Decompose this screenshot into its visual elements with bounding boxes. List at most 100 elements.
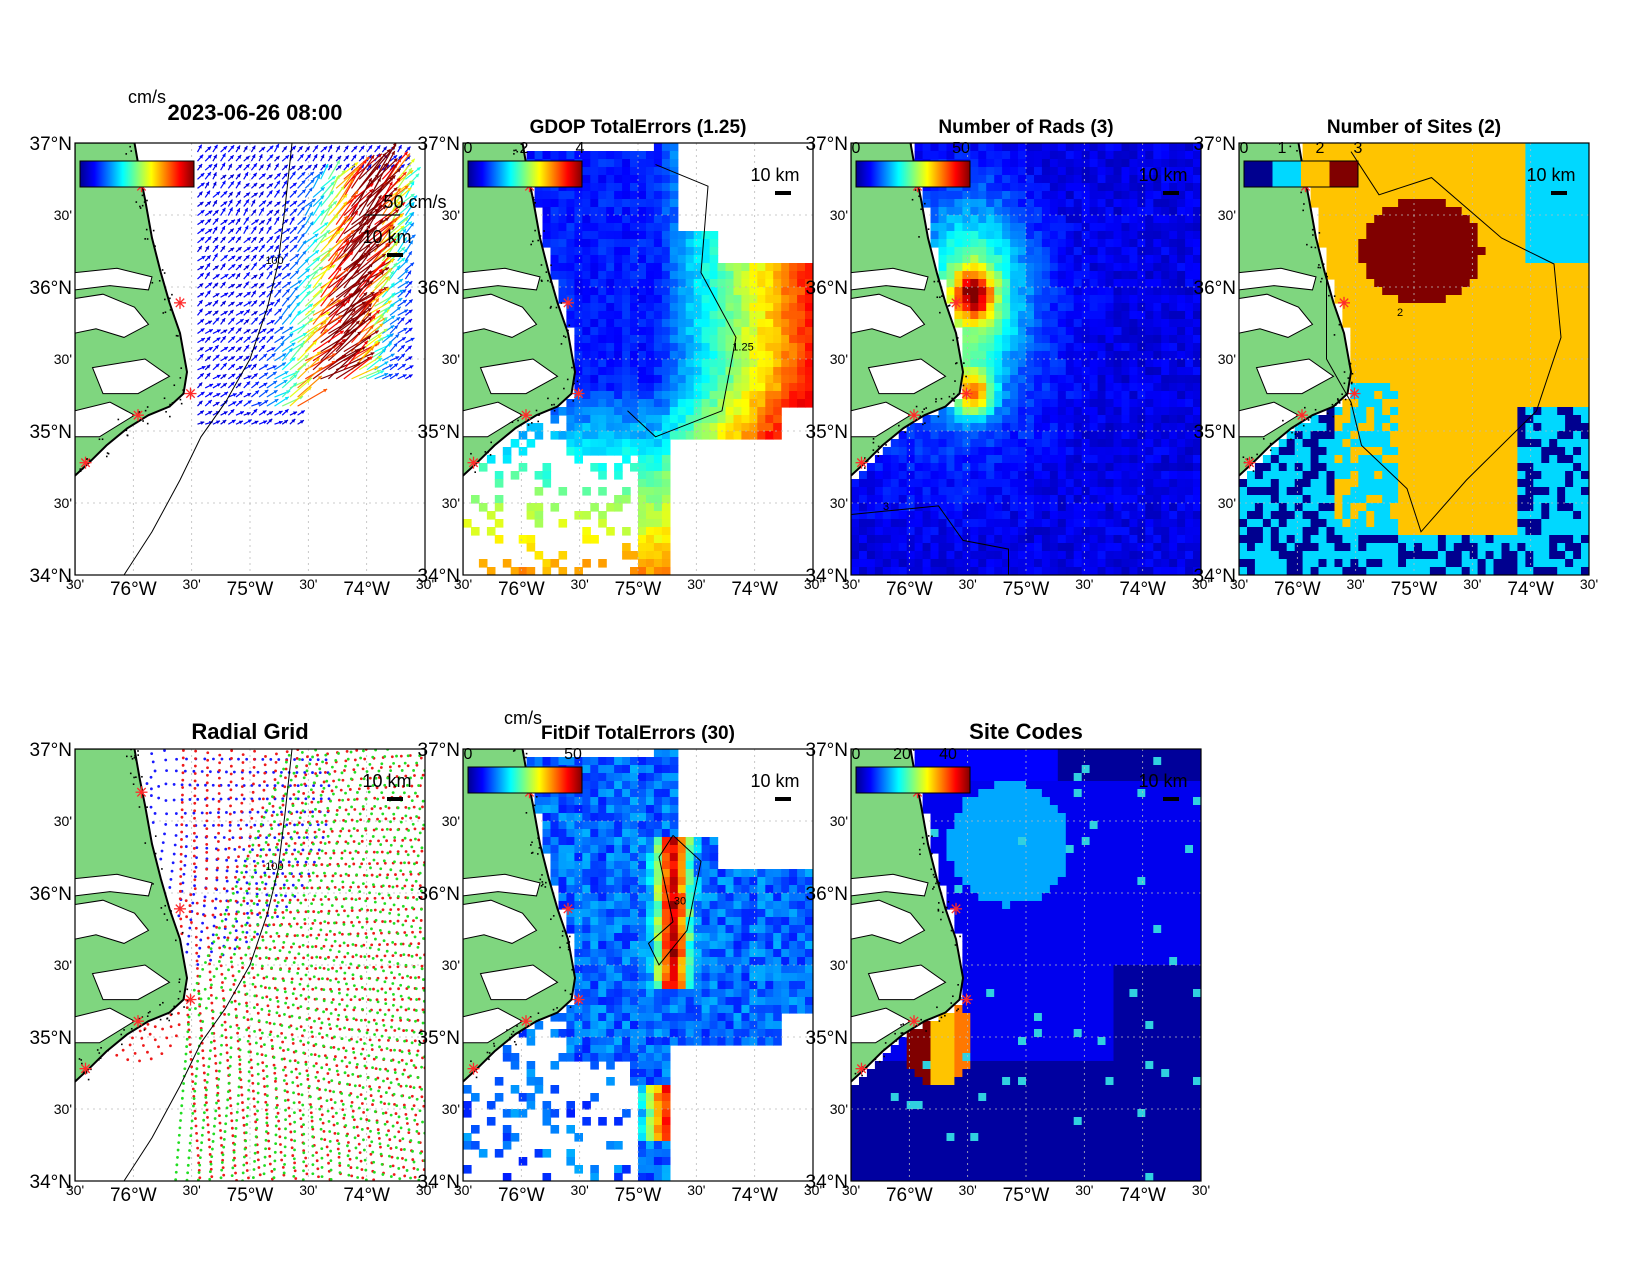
heatmap-cell: [1065, 167, 1075, 176]
heatmap-cell: [962, 255, 971, 264]
heatmap-cell: [1018, 535, 1027, 544]
velocity-arrowhead: [323, 388, 328, 393]
heatmap-cell: [1161, 271, 1170, 280]
heatmap-cell: [1081, 463, 1091, 472]
heatmap-cell: [1153, 399, 1162, 408]
heatmap-cell: [1153, 471, 1162, 480]
heatmap-cell: [1049, 319, 1059, 328]
heatmap-cell: [661, 303, 671, 312]
shore-dot: [169, 309, 172, 311]
heatmap-cell: [733, 327, 743, 336]
velocity-arrowhead: [199, 410, 204, 415]
heatmap-cell: [1065, 511, 1075, 520]
heatmap-cell: [970, 271, 979, 280]
heatmap-cell: [1097, 431, 1107, 440]
heatmap-cell: [1193, 391, 1201, 400]
velocity-arrowhead: [397, 158, 402, 163]
heatmap-cell: [789, 295, 798, 304]
heatmap-cell: [646, 423, 655, 432]
heatmap-cell: [1026, 351, 1035, 360]
velocity-arrowhead: [345, 329, 350, 334]
heatmap-cell: [914, 431, 924, 440]
heatmap-cell: [653, 519, 663, 528]
heatmap-cell: [582, 199, 591, 208]
heatmap-cell: [1057, 271, 1067, 280]
heatmap-cell: [1041, 279, 1051, 288]
velocity-arrowhead: [313, 154, 318, 159]
heatmap-cell: [1153, 463, 1162, 472]
heatmap-cell: [930, 423, 940, 432]
shore-dot: [524, 146, 527, 148]
heatmap-cell: [1010, 471, 1019, 480]
heatmap-cell: [590, 423, 599, 432]
heatmap-cell: [781, 295, 790, 304]
velocity-arrowhead: [222, 336, 226, 341]
heatmap-cell: [805, 375, 813, 384]
heatmap-cell: [590, 287, 599, 296]
heatmap-cell: [534, 191, 544, 200]
heatmap-cell: [1169, 271, 1178, 280]
heatmap-cell: [978, 287, 987, 296]
heatmap-cell: [1034, 519, 1043, 528]
heatmap-cell: [1185, 455, 1194, 464]
heatmap-cell: [898, 455, 908, 464]
velocity-arrow: [328, 143, 330, 144]
heatmap-cell: [1177, 351, 1186, 360]
heatmap-cell: [781, 319, 790, 328]
heatmap-cell: [1169, 487, 1178, 496]
heatmap-cell: [606, 223, 615, 232]
heatmap-cell: [1034, 479, 1043, 488]
velocity-arrowhead: [268, 411, 273, 415]
heatmap-cell: [1010, 407, 1019, 416]
heatmap-cell: [994, 455, 1003, 464]
heatmap-cell: [1185, 383, 1194, 392]
heatmap-cell: [717, 263, 727, 272]
velocity-arrowhead: [328, 248, 333, 252]
velocity-arrow: [358, 369, 381, 380]
heatmap-cell: [1121, 351, 1131, 360]
heatmap-cell: [558, 263, 568, 272]
velocity-arrowhead: [354, 349, 359, 353]
heatmap-cell: [653, 231, 663, 240]
heatmap-cell: [622, 319, 631, 328]
heatmap-cell: [898, 471, 908, 480]
velocity-arrowhead: [230, 137, 234, 141]
heatmap-cell: [930, 223, 940, 232]
heatmap-cell: [1193, 511, 1201, 520]
velocity-arrowhead: [245, 199, 250, 204]
velocity-arrowhead: [376, 310, 380, 314]
heatmap-cell: [598, 295, 607, 304]
heatmap-cell: [859, 535, 868, 544]
heatmap-cell: [1113, 247, 1123, 256]
velocity-arrow: [327, 201, 348, 226]
velocity-arrowhead: [382, 153, 386, 157]
heatmap-cell: [1121, 311, 1131, 320]
heatmap-cell: [1034, 487, 1043, 496]
heatmap-cell: [574, 223, 583, 232]
heatmap-cell: [1137, 551, 1146, 560]
heatmap-cell: [1177, 471, 1186, 480]
heatmap-cell: [622, 375, 631, 384]
velocity-arrowhead: [236, 218, 241, 223]
heatmap-cell: [638, 199, 647, 208]
velocity-arrowhead: [223, 311, 228, 315]
heatmap-cell: [1145, 143, 1154, 152]
heatmap-cell: [954, 567, 963, 575]
heatmap-cell: [1113, 335, 1123, 344]
heatmap-cell: [1177, 223, 1186, 232]
heatmap-cell: [749, 279, 758, 288]
heatmap-cell: [1034, 215, 1043, 224]
heatmap-cell: [1081, 159, 1091, 168]
heatmap-cell: [574, 199, 583, 208]
heatmap-cell: [1185, 559, 1194, 568]
heatmap-cell: [701, 263, 711, 272]
heatmap-cell: [733, 263, 743, 272]
heatmap-cell: [630, 199, 639, 208]
heatmap-cell: [1113, 151, 1123, 160]
lat-tick-label: 34°N: [418, 566, 460, 587]
velocity-arrowhead: [294, 286, 298, 291]
heatmap-cell: [1002, 503, 1011, 512]
heatmap-cell: [1089, 159, 1099, 168]
heatmap-cell: [669, 319, 679, 328]
heatmap-cell: [622, 239, 631, 248]
